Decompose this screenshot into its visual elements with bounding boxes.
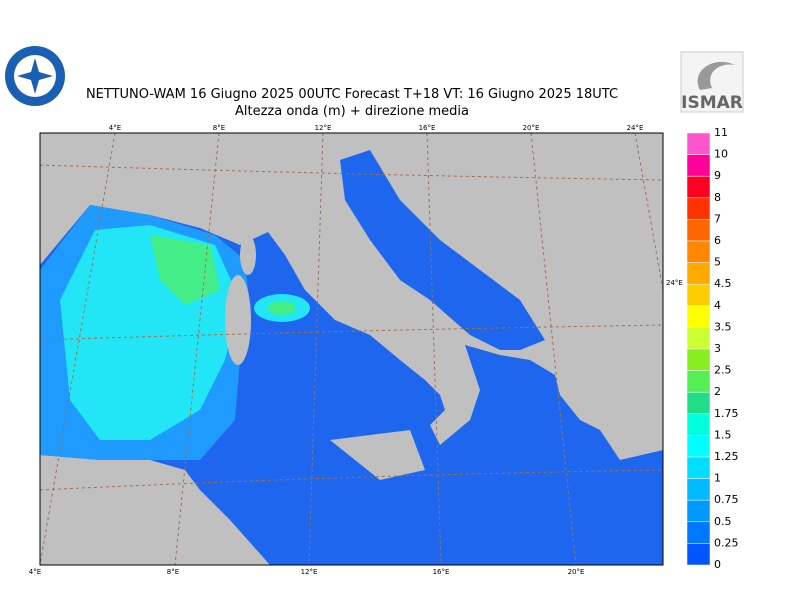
logo-star bbox=[17, 58, 53, 94]
lon-label: 4°E bbox=[29, 568, 41, 576]
colorbar-swatch bbox=[686, 521, 711, 544]
lon-label: 20°E bbox=[523, 124, 540, 132]
colorbar-swatch bbox=[686, 370, 711, 393]
colorbar-label: 9 bbox=[714, 169, 721, 182]
lon-label: 20°E bbox=[568, 568, 585, 576]
lon-label: 8°E bbox=[167, 568, 179, 576]
colorbar-swatch bbox=[686, 391, 711, 415]
colorbar-swatch bbox=[686, 197, 711, 220]
colorbar-label: 0.75 bbox=[714, 493, 739, 506]
colorbar-swatch bbox=[686, 219, 711, 242]
lon-label: 24°E bbox=[627, 124, 644, 132]
wave-zone bbox=[268, 301, 296, 315]
lat-label: 24°E bbox=[666, 279, 683, 287]
colorbar-label: 6 bbox=[714, 234, 721, 247]
colorbar-swatch bbox=[686, 154, 711, 177]
lon-label: 16°E bbox=[433, 568, 450, 576]
colorbar-label: 1.25 bbox=[714, 450, 739, 463]
colorbar-label: 8 bbox=[714, 191, 721, 204]
sardinia bbox=[225, 275, 251, 365]
subtitle: Altezza onda (m) + direzione media bbox=[235, 104, 469, 119]
colorbar-swatch bbox=[686, 175, 711, 199]
map bbox=[39, 132, 664, 566]
colorbar-swatch bbox=[686, 499, 711, 523]
colorbar-swatch bbox=[686, 132, 711, 155]
colorbar-swatch bbox=[686, 327, 711, 350]
colorbar-label: 7 bbox=[714, 212, 721, 225]
colorbar-label: 3 bbox=[714, 342, 721, 355]
colorbar-swatch bbox=[686, 283, 711, 307]
logo-box bbox=[680, 51, 744, 113]
colorbar-swatch bbox=[686, 478, 711, 501]
colorbar-swatch bbox=[686, 305, 711, 328]
colorbar-label: 11 bbox=[714, 126, 728, 139]
colorbar-swatch bbox=[686, 240, 711, 263]
graticule bbox=[39, 132, 664, 566]
lon-label: 16°E bbox=[419, 124, 436, 132]
colorbar-label: 2 bbox=[714, 385, 721, 398]
colorbar-label: 0 bbox=[714, 558, 721, 571]
colorbar-label: 0.5 bbox=[714, 515, 732, 528]
colorbar-swatch bbox=[686, 435, 711, 458]
colorbar-swatch bbox=[686, 348, 711, 371]
sicily bbox=[330, 430, 425, 480]
colorbar-label: 1.75 bbox=[714, 407, 739, 420]
colorbar-label: 1.5 bbox=[714, 428, 732, 441]
ismar-logo: ISMAR bbox=[680, 51, 744, 113]
adriatic-sea bbox=[340, 150, 545, 350]
colorbar-label: 4 bbox=[714, 299, 721, 312]
logo-text: ISMAR bbox=[681, 93, 743, 113]
logo-wave bbox=[697, 61, 735, 90]
colorbar-label: 5 bbox=[714, 256, 721, 269]
lon-label: 8°E bbox=[213, 124, 225, 132]
colorbar-swatch bbox=[686, 543, 711, 566]
colorbar-swatch bbox=[686, 456, 711, 479]
nettuno-logo bbox=[5, 46, 65, 106]
lon-label: 12°E bbox=[301, 568, 318, 576]
colorbar-label: 0.25 bbox=[714, 536, 739, 549]
colorbar-swatch bbox=[686, 413, 711, 436]
corsica bbox=[240, 235, 256, 275]
lon-label: 4°E bbox=[109, 124, 121, 132]
colorbar-label: 4.5 bbox=[714, 277, 732, 290]
colorbar-label: 10 bbox=[714, 148, 728, 161]
colorbar-label: 1 bbox=[714, 472, 721, 485]
wave-zone bbox=[150, 235, 220, 305]
lon-label: 12°E bbox=[315, 124, 332, 132]
colorbar-swatch bbox=[686, 262, 711, 285]
colorbar-label: 2.5 bbox=[714, 364, 732, 377]
title: NETTUNO-WAM 16 Giugno 2025 00UTC Forecas… bbox=[86, 87, 618, 102]
map-frame bbox=[39, 132, 664, 566]
colorbar-label: 3.5 bbox=[714, 320, 732, 333]
